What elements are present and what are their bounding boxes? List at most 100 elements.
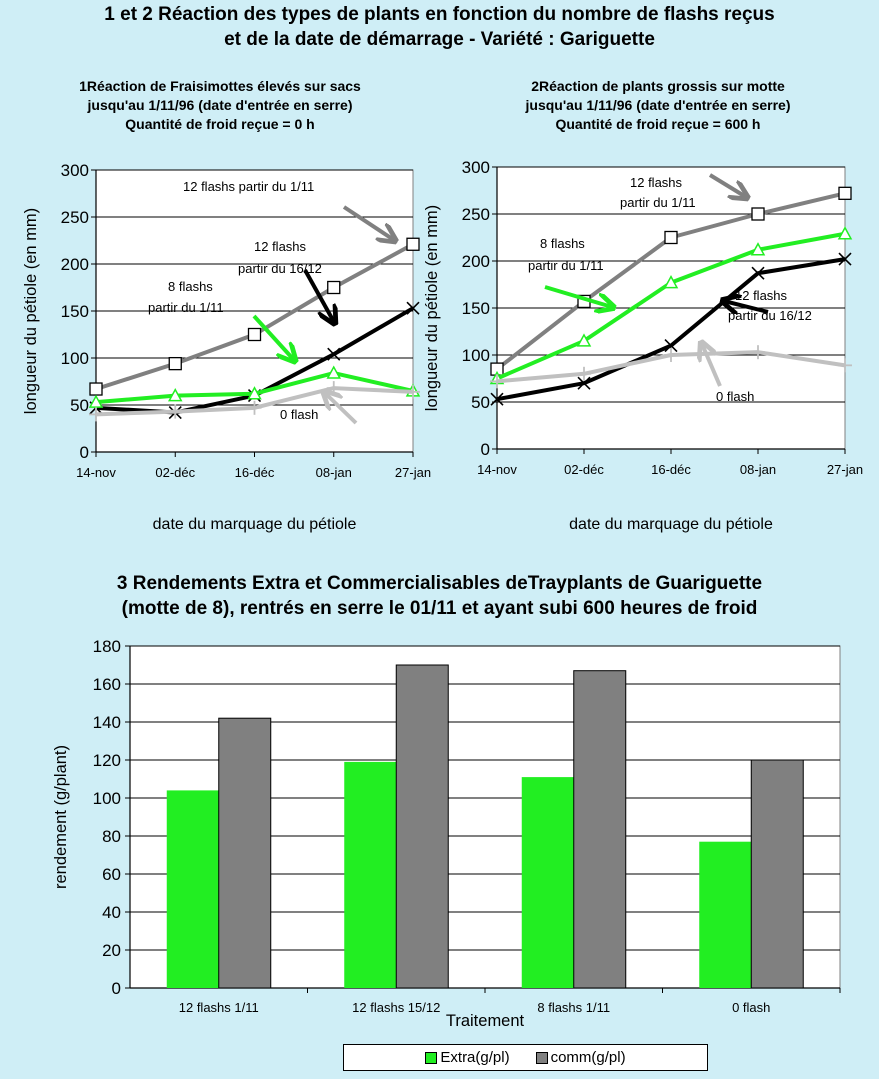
bar-chart-title: 3 Rendements Extra et Commercialisables … [0, 571, 879, 621]
legend-swatch-comm [535, 1051, 548, 1064]
annotation-label: partir du 1/11 [148, 300, 224, 315]
annotation-label: 12 flashs [735, 288, 788, 303]
y-tick-label: 200 [61, 255, 89, 274]
data-point [247, 386, 262, 400]
y-tick-label: 100 [93, 789, 121, 808]
bar-extra [166, 790, 219, 988]
annotation-arrow [325, 393, 358, 425]
x-axis-title: date du marquage du pétiole [153, 516, 357, 533]
annotation-arrow [702, 344, 722, 387]
data-point [88, 394, 104, 408]
legend-item-comm: comm(g/pl) [535, 1049, 626, 1066]
legend-swatch-extra [425, 1051, 438, 1064]
y-axis-title: rendement (g/plant) [52, 745, 70, 889]
chart1-subtitle-2: Quantité de froid reçue = 0 h [125, 116, 315, 132]
chart1-title-block: 1Réaction de Fraisimottes élevés sur sac… [10, 77, 430, 134]
line-chart-2: 0 50 100 150 200 250 300 14-nov 02-déc 16-déc 08-j… [423, 158, 863, 533]
annotation-label: 0 flash [716, 389, 754, 404]
line-chart-1: 0 50 100 150 200 250 300 14-nov 02-déc 16-déc 08-j… [22, 161, 431, 533]
data-point [838, 186, 852, 200]
y-tick-label: 50 [70, 396, 89, 415]
bar-chart-title-line-2: (motte de 8), rentrés en serre le 01/11 … [121, 598, 758, 619]
annotation-label: 12 flashs [630, 175, 683, 190]
y-tick-label: 180 [93, 637, 121, 656]
x-tick-label: 8 flashs 1/11 [537, 1000, 610, 1015]
x-tick-label: 02-déc [155, 465, 195, 480]
x-tick-label: 08-jan [316, 465, 352, 480]
y-tick-label: 50 [471, 393, 490, 412]
y-tick-label: 120 [93, 751, 121, 770]
data-point [751, 207, 765, 221]
chart2-title-block: 2Réaction de plants grossis sur motte ju… [448, 77, 868, 134]
page-title-line-1: 1 et 2 Réaction des types de plants en f… [104, 4, 775, 25]
x-tick-label: 14-nov [477, 462, 517, 477]
y-tick-label: 140 [93, 713, 121, 732]
annotation-label: partir du 16/12 [728, 308, 812, 323]
x-tick-label: 02-déc [564, 462, 604, 477]
annotation-label: 12 flashs partir du 1/11 [183, 179, 314, 194]
bar-comm [750, 759, 804, 989]
y-tick-label: 100 [61, 349, 89, 368]
y-tick-label: 0 [112, 979, 121, 998]
data-point [406, 237, 420, 251]
y-tick-label: 0 [481, 440, 490, 459]
data-point [327, 347, 341, 361]
annotation-arrow [724, 301, 769, 312]
x-axis-title: date du marquage du pétiole [569, 516, 773, 533]
data-point [168, 356, 182, 371]
annotation-arrow [342, 205, 394, 240]
x-tick-label: 0 flash [732, 1000, 770, 1015]
page-title-line-2: et de la date de démarrage - Variété : G… [224, 29, 655, 50]
y-tick-label: 20 [102, 941, 121, 960]
annotation-arrow [303, 269, 334, 322]
legend-label-comm: comm(g/pl) [550, 1049, 626, 1066]
bar-chart: 0 20 40 60 80 100 120 140 160 180 12 flashs 1/11 12… [52, 637, 841, 1030]
data-point [406, 301, 420, 315]
y-tick-label: 200 [462, 252, 490, 271]
y-tick-label: 100 [462, 346, 490, 365]
x-tick-label: 27-jan [395, 465, 431, 480]
data-point [247, 327, 262, 342]
bar-extra [699, 841, 752, 988]
legend-label-extra: Extra(g/pl) [440, 1049, 510, 1066]
data-point [838, 252, 852, 266]
bar-chart-legend: Extra(g/pl) comm(g/pl) [343, 1044, 708, 1071]
chart2-subtitle-1: jusqu'au 1/11/96 (date d'entrée en serre… [525, 97, 791, 113]
data-point [326, 365, 342, 379]
bar-chart-title-line-1: 3 Rendements Extra et Commercialisables … [116, 573, 763, 594]
y-tick-label: 60 [102, 865, 121, 884]
y-axis-title: longueur du pétiole (en mm) [423, 205, 441, 411]
annotation-label: 8 flashs [168, 279, 213, 294]
data-point [327, 280, 341, 295]
y-tick-label: 150 [61, 302, 89, 321]
y-tick-label: 250 [61, 208, 89, 227]
data-point [751, 266, 765, 280]
data-point [89, 382, 103, 396]
page-title: 1 et 2 Réaction des types de plants en f… [0, 2, 879, 52]
y-tick-label: 0 [80, 443, 89, 462]
chart1-subtitle-1: jusqu'au 1/11/96 (date d'entrée en serre… [87, 97, 353, 113]
chart1-title: 1Réaction de Fraisimottes élevés sur sac… [79, 78, 361, 94]
data-point [837, 226, 853, 240]
y-tick-label: 150 [462, 299, 490, 318]
y-axis-title: longueur du pétiole (en mm) [22, 208, 40, 414]
bar-comm [395, 664, 449, 989]
y-tick-label: 40 [102, 903, 121, 922]
annotation-label: partir du 16/12 [238, 261, 322, 276]
y-tick-label: 250 [462, 205, 490, 224]
data-point [576, 333, 592, 347]
chart2-title: 2Réaction de plants grossis sur motte [531, 78, 785, 94]
y-tick-label: 160 [93, 675, 121, 694]
y-tick-label: 300 [61, 161, 89, 180]
bar-extra [521, 777, 574, 988]
bar-comm [573, 670, 627, 989]
data-point [167, 388, 183, 402]
annotation-label: 8 flashs [540, 236, 585, 251]
x-tick-label: 14-nov [76, 465, 116, 480]
data-point [490, 392, 504, 406]
data-point [577, 376, 591, 390]
chart2-subtitle-2: Quantité de froid reçue = 600 h [555, 116, 761, 132]
bar-comm [218, 717, 272, 989]
x-tick-label: 16-déc [235, 465, 275, 480]
